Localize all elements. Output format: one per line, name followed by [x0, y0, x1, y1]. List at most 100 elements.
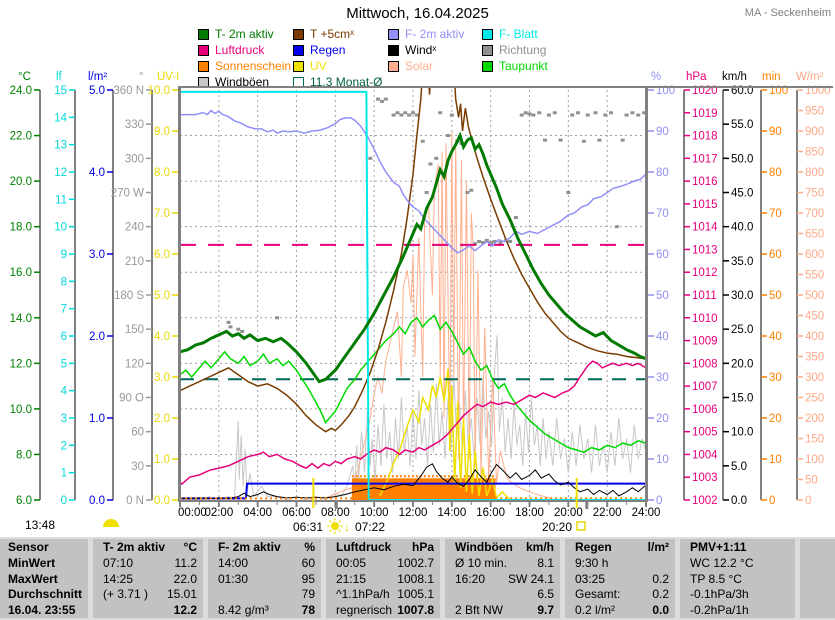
- svg-text:5: 5: [61, 358, 67, 370]
- table-col-unit: l/m²: [647, 540, 669, 554]
- series-leaf: [181, 90, 645, 500]
- legend-swatch-icon: [388, 60, 399, 72]
- svg-text:6.0: 6.0: [16, 495, 32, 507]
- table-col-pmv-1-11: PMV+1:11 WC 12.2 °C TP 8.5 °C -0.1hPa/3h -0.…: [680, 539, 795, 618]
- svg-text:210: 210: [125, 256, 144, 268]
- day-length-label: 13:48: [25, 518, 55, 532]
- svg-text:1002: 1002: [692, 495, 718, 507]
- table-cell-row: 00:05 1002.7: [336, 555, 434, 570]
- svg-text:600: 600: [805, 249, 824, 261]
- series-rain: [181, 482, 645, 500]
- legend-swatch-icon: [293, 44, 304, 56]
- table-col-header: PMV+1:11: [690, 540, 747, 554]
- svg-text:900: 900: [805, 126, 824, 138]
- svg-text:14.0: 14.0: [10, 313, 32, 325]
- table-cell-row: 2 Bft NW 9.7: [455, 603, 554, 618]
- legend-label: UV: [310, 59, 327, 73]
- svg-text:12.0: 12.0: [10, 358, 32, 370]
- svg-text:13: 13: [54, 140, 67, 152]
- sun-annotations: 13:48 06:31 ↓ 07:22 20:20: [25, 518, 586, 534]
- svg-text:180 S: 180 S: [114, 290, 144, 302]
- legend-label: Taupunkt: [499, 59, 548, 73]
- svg-text:1009: 1009: [692, 336, 718, 348]
- legend-swatch-icon: [198, 76, 209, 88]
- svg-text:35.0: 35.0: [731, 256, 753, 268]
- svg-text:1.0: 1.0: [89, 413, 105, 425]
- svg-text:0: 0: [656, 495, 662, 507]
- svg-text:100: 100: [805, 454, 824, 466]
- series-wind: [181, 463, 645, 500]
- table-cell-row: Gesamt: 0.2: [575, 587, 669, 602]
- svg-text:10.0: 10.0: [10, 404, 32, 416]
- plot-borders: [178, 86, 833, 502]
- legend-item-uv: UV: [293, 59, 327, 73]
- svg-text:50: 50: [769, 290, 782, 302]
- svg-text:3.0: 3.0: [154, 372, 170, 384]
- table-cell-row: (+ 3.71 ) 15.01: [103, 587, 197, 602]
- svg-text:350: 350: [805, 352, 824, 364]
- table-row-label: MinWert: [8, 555, 56, 570]
- table-cell-row: ^1.1hPa/h 1005.1: [336, 587, 434, 602]
- table-cell-row: 16:20 SW 24.1: [455, 571, 554, 586]
- svg-text:850: 850: [805, 147, 824, 159]
- table-col-header: T- 2m aktiv: [103, 540, 166, 554]
- svg-text:12:00: 12:00: [399, 507, 428, 519]
- svg-text:30: 30: [769, 372, 782, 384]
- svg-text:70: 70: [656, 208, 669, 220]
- svg-text:40: 40: [769, 331, 782, 343]
- svg-text:2.0: 2.0: [154, 413, 170, 425]
- svg-text:0.0: 0.0: [731, 495, 747, 507]
- table-cell-row: 12.2: [173, 603, 197, 618]
- svg-text:1012: 1012: [692, 267, 718, 279]
- svg-text:22:00: 22:00: [593, 507, 622, 519]
- table-col-header: Luftdruck: [336, 540, 392, 554]
- legend-item-t-2m-aktiv: T- 2m aktiv: [198, 27, 274, 41]
- svg-text:950: 950: [805, 106, 824, 118]
- svg-text:90 O: 90 O: [119, 393, 144, 405]
- table-cell-row: 0.2 l/m² 0.0: [575, 603, 669, 618]
- svg-text:15.0: 15.0: [731, 393, 753, 405]
- svg-text:2.0: 2.0: [89, 331, 105, 343]
- legend-swatch-icon: [293, 76, 304, 88]
- svg-text:1011: 1011: [692, 290, 717, 302]
- legend-label: Windˣ: [405, 43, 437, 57]
- table-cell-row: 01:30 95: [218, 571, 315, 586]
- svg-text:1013: 1013: [692, 244, 718, 256]
- svg-text:80: 80: [769, 167, 782, 179]
- svg-text:1.0: 1.0: [154, 454, 170, 466]
- svg-text:3: 3: [61, 413, 67, 425]
- table-cell-row: regnerisch 1007.8: [336, 603, 434, 618]
- svg-text:9: 9: [61, 249, 67, 261]
- svg-text:60: 60: [131, 427, 144, 439]
- svg-text:24:00: 24:00: [632, 507, 661, 519]
- table-col-luftdruck: Luftdruck hPa 00:05 1002.7 21:15 1008.1 ^1.1hP…: [326, 539, 440, 618]
- svg-text:55.0: 55.0: [731, 119, 753, 131]
- legend-item-richtung: Richtung: [482, 43, 546, 57]
- svg-text:10: 10: [769, 454, 782, 466]
- series-temp: [181, 131, 645, 384]
- legend-item-f-blatt: F- Blatt: [482, 27, 538, 41]
- table-cell-row: TP 8.5 °C: [690, 571, 742, 586]
- svg-text:1007: 1007: [692, 381, 718, 393]
- svg-text:0 N: 0 N: [126, 495, 144, 507]
- series-hum: [181, 109, 645, 254]
- svg-text:0: 0: [61, 495, 67, 507]
- svg-text:250: 250: [805, 393, 824, 405]
- table-cell-row: -0.2hPa/1h: [690, 603, 749, 618]
- svg-text:1: 1: [61, 468, 67, 480]
- svg-text:6: 6: [61, 331, 67, 343]
- svg-text:0.0: 0.0: [154, 495, 170, 507]
- svg-text:8: 8: [61, 276, 67, 288]
- value-axes: °C6.08.010.012.014.016.018.020.022.024.0…: [10, 71, 831, 507]
- legend-swatch-icon: [482, 44, 493, 56]
- legend-swatch-icon: [293, 60, 304, 72]
- svg-text:20: 20: [769, 413, 782, 425]
- series-sunshine: [351, 475, 496, 500]
- series-uvi: [379, 368, 645, 500]
- svg-text:700: 700: [805, 208, 824, 220]
- legend-label: F- 2m aktiv: [405, 27, 465, 41]
- svg-text:4.0: 4.0: [89, 167, 105, 179]
- svg-text:1014: 1014: [692, 222, 718, 234]
- svg-text:330: 330: [125, 119, 144, 131]
- svg-text:70: 70: [769, 208, 782, 220]
